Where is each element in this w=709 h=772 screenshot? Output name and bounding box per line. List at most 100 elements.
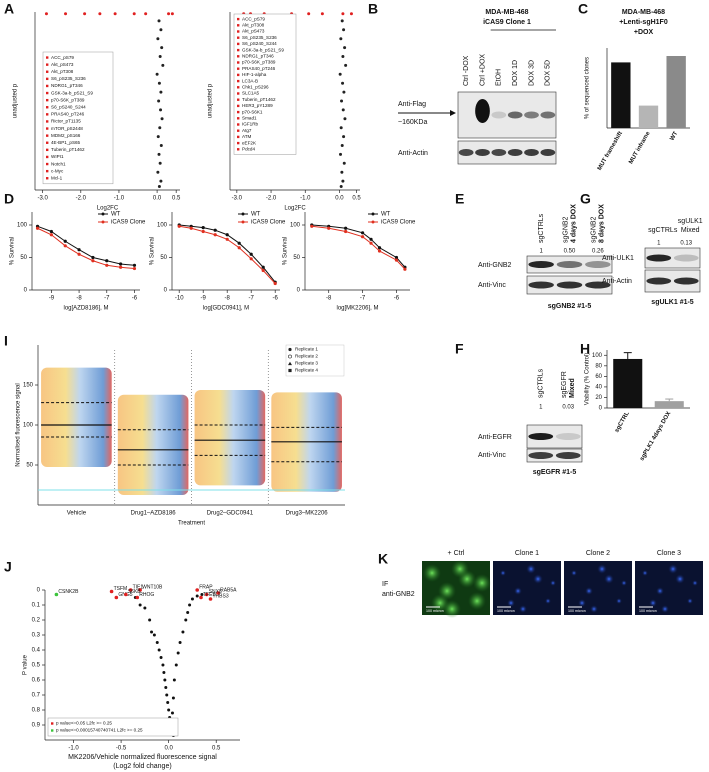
panel-label: J: [4, 559, 12, 575]
legend-swatch: [237, 79, 240, 83]
cell: [616, 598, 622, 604]
legend-swatch: [46, 77, 49, 81]
data-point: [170, 12, 174, 16]
if-panel-label: + Ctrl: [448, 550, 465, 557]
cell: [661, 605, 669, 613]
cell: [649, 599, 657, 607]
lane-label: sgGNB2: [591, 216, 598, 243]
data-point: [320, 12, 324, 16]
legend-swatch: [46, 120, 49, 123]
blot-band: [585, 261, 611, 268]
x-axis-label: (Log2 fold change): [113, 763, 171, 770]
x-tick-label: -8: [225, 296, 231, 302]
cell: [687, 598, 693, 604]
cell: [526, 564, 536, 574]
legend-label: PRAS40_pT246: [51, 112, 85, 117]
y-tick-label: 100: [23, 423, 34, 429]
blot-footer: sgULK1 #1-5: [651, 299, 694, 306]
data-point: [213, 228, 217, 232]
data-point: [165, 693, 169, 697]
blot-band: [528, 433, 554, 440]
data-point: [177, 224, 181, 228]
x-tick-label: 0.0: [153, 196, 162, 202]
panel-label: C: [578, 1, 588, 17]
blot-band: [507, 149, 523, 156]
series-line: [311, 224, 406, 268]
data-point: [344, 63, 348, 67]
data-point: [369, 241, 373, 245]
data-point: [64, 12, 68, 16]
legend-swatch: [46, 141, 49, 144]
data-point: [340, 19, 344, 23]
data-point: [113, 12, 117, 16]
x-tick-label: -10: [175, 296, 184, 302]
data-point: [155, 641, 159, 644]
data-point: [178, 641, 182, 644]
legend-label: NDRG1_pT346: [242, 54, 274, 59]
legend-swatch: [46, 177, 49, 180]
y-axis-label: % Survival: [283, 237, 289, 265]
data-point: [186, 611, 190, 614]
x-tick-label: 0.5: [172, 196, 181, 202]
data-point: [341, 55, 345, 58]
blot-strip: [644, 247, 701, 269]
x-tick-label: Drug3–MK2206: [286, 511, 329, 517]
data-point: [156, 170, 160, 174]
legend-swatch: [51, 722, 54, 725]
x-tick-label: -1.0: [68, 746, 79, 752]
y-axis-label: unadjusted p: [208, 83, 214, 118]
legend-label: Mcl-1: [51, 175, 63, 180]
data-point: [152, 633, 156, 637]
y-tick-label: 60: [595, 374, 602, 380]
legend-label: Replicate 2: [295, 354, 318, 359]
x-tick-label: -8: [326, 296, 332, 302]
data-point: [162, 671, 166, 674]
blot-band: [528, 281, 554, 289]
cell: [507, 599, 515, 607]
data-point: [157, 19, 161, 23]
legend-label: SLC1A5: [242, 91, 260, 96]
y-tick-label: 0.4: [32, 648, 41, 654]
data-point: [157, 184, 161, 188]
data-point: [188, 603, 192, 607]
y-tick-label: 0.1: [32, 603, 41, 609]
data-point: [160, 46, 164, 50]
blot-footer: sgEGFR #1-5: [533, 469, 577, 476]
cell: [578, 599, 586, 607]
x-tick-label: -9: [49, 296, 55, 302]
y-axis-label: % Survival: [150, 237, 156, 265]
data-point: [360, 231, 365, 235]
bar: [611, 62, 631, 128]
legend-swatch: [46, 162, 49, 166]
cell: [500, 570, 506, 576]
lane-label: sgCTRLs: [538, 368, 545, 398]
annotated-point: [135, 595, 140, 600]
legend-swatch: [237, 73, 240, 77]
data-point: [343, 117, 347, 121]
x-tick-label: -7: [249, 296, 255, 302]
data-point: [225, 233, 229, 237]
y-tick-label: 50: [26, 463, 33, 469]
y-tick-label: 100: [17, 223, 28, 229]
legend-marker: [288, 368, 292, 373]
cell: [675, 574, 685, 584]
row-label: Anti-GNB2: [478, 262, 512, 269]
blot-band: [673, 254, 699, 262]
data-point: [213, 233, 217, 237]
data-point: [341, 12, 345, 16]
y-tick-label: 20: [595, 395, 602, 401]
data-point: [158, 126, 162, 130]
chart-title: +DOX: [634, 29, 654, 36]
cell: [668, 564, 678, 574]
data-point: [158, 55, 162, 58]
cell: [597, 564, 607, 574]
data-point: [119, 262, 123, 266]
legend-swatch: [237, 17, 240, 21]
cell: [533, 574, 543, 584]
data-point: [163, 678, 167, 682]
x-axis-label: log[MK2206], M: [336, 306, 378, 312]
point-cloud: [117, 394, 189, 495]
data-point: [144, 12, 148, 16]
legend-label: Notch1: [51, 161, 66, 166]
